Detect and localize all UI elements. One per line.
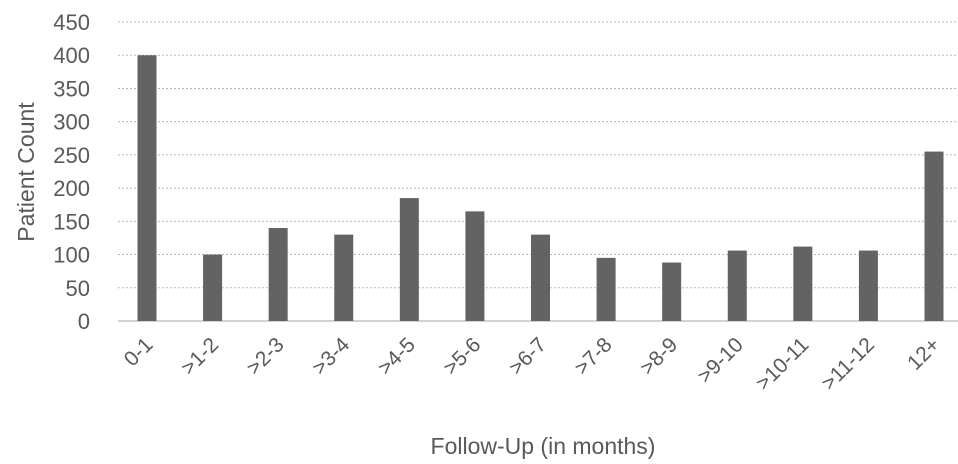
x-tick-label: 12+ [903, 333, 944, 374]
y-tick-label: 0 [78, 309, 90, 334]
bar-5 [465, 211, 485, 321]
y-tick-label: 300 [53, 110, 90, 135]
x-tick-label: >2-3 [242, 333, 288, 379]
grid-lines [118, 21, 958, 322]
x-tick-label: >10-11 [752, 333, 814, 395]
bar-10 [793, 246, 813, 321]
bar-12 [924, 151, 944, 321]
y-tick-label: 100 [53, 243, 90, 268]
bar-7 [596, 257, 616, 321]
bars [137, 55, 944, 321]
y-axis-ticks: 0 50 100 150 200 250 300 350 400 450 [53, 10, 90, 334]
bar-2 [268, 227, 288, 321]
x-tick-label: >3-4 [308, 333, 355, 380]
x-tick-label: >11-12 [817, 333, 879, 395]
bar-1 [203, 254, 223, 321]
y-tick-label: 200 [53, 176, 90, 201]
x-tick-label: 0-1 [120, 333, 158, 371]
x-tick-label: >9-10 [693, 333, 748, 388]
bar-3 [334, 234, 354, 321]
bar-9 [727, 250, 747, 321]
y-tick-label: 450 [53, 10, 90, 35]
bar-0 [137, 55, 157, 321]
x-tick-label: >1-2 [177, 333, 223, 379]
bar-8 [662, 262, 682, 321]
x-tick-label: >5-6 [439, 333, 485, 379]
bar-11 [858, 250, 878, 321]
x-tick-label: >6-7 [505, 333, 551, 379]
bar-6 [531, 234, 550, 321]
y-tick-label: 250 [53, 143, 90, 168]
bar-4 [399, 198, 419, 321]
y-axis-label: Patient Count [13, 102, 39, 242]
y-tick-label: 50 [66, 276, 90, 301]
x-tick-label: >8-9 [636, 333, 682, 379]
x-axis-ticks: 0-1 >1-2 >2-3 >3-4 >4-5 >5-6 >6-7 >7-8 >8-9 >9-10… [120, 333, 945, 395]
y-tick-label: 150 [53, 209, 90, 234]
x-tick-label: >4-5 [373, 333, 419, 379]
y-tick-label: 400 [53, 43, 90, 68]
y-tick-label: 350 [53, 76, 90, 101]
x-axis-label: Follow-Up (in months) [431, 433, 656, 459]
x-tick-label: >7-8 [570, 333, 616, 379]
